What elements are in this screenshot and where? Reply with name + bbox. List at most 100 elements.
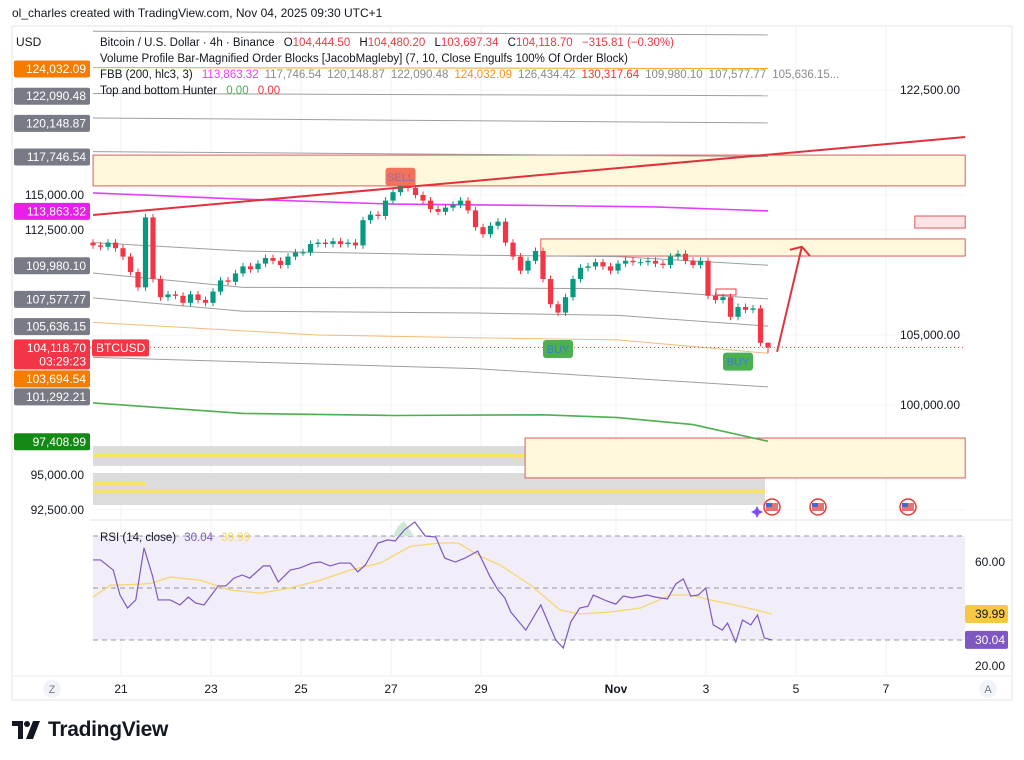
- price-badge-bg: [14, 114, 90, 132]
- candle-body: [667, 256, 674, 265]
- signal-sell[interactable]: SELL: [385, 167, 416, 186]
- candle-up: [345, 239, 351, 248]
- candle-up: [142, 213, 149, 291]
- signal-label: SELL: [387, 172, 414, 184]
- candle-body: [90, 242, 96, 246]
- candle-up: [487, 222, 494, 238]
- candle-body: [345, 242, 351, 244]
- candle-up: [525, 257, 531, 275]
- candle-body: [367, 214, 374, 221]
- symbol-tag-label: BTCUSD: [96, 341, 146, 355]
- candle-down: [607, 262, 614, 275]
- candle-body: [645, 260, 651, 263]
- brand-name: TradingView: [48, 718, 169, 741]
- candle-up: [750, 304, 756, 314]
- sparkle-icon[interactable]: [751, 506, 763, 518]
- legend-hunter[interactable]: Top and bottom Hunter 0.00 0.00: [100, 85, 280, 97]
- price-badge-label: 103,694.54: [26, 372, 86, 386]
- candle-body: [105, 242, 111, 247]
- candle-body: [135, 272, 141, 288]
- candle-body: [217, 280, 224, 292]
- candle-body: [547, 279, 554, 305]
- price-tick-label: 112,500.00: [25, 223, 84, 237]
- small-order-block: [715, 288, 737, 296]
- order-block-mid: [540, 238, 966, 257]
- events[interactable]: [751, 498, 917, 518]
- price-tick-label: 100,000.00: [900, 398, 960, 412]
- last-price-bg: [14, 339, 90, 370]
- candle-body: [727, 297, 734, 317]
- price-badge-bg: [14, 433, 90, 451]
- candle-down: [157, 275, 164, 301]
- us-flag-event-icon[interactable]: [809, 498, 827, 516]
- candle-body: [517, 256, 524, 271]
- chart-credit: ol_charles created with TradingView.com,…: [12, 6, 383, 20]
- time-tick-label: 21: [114, 682, 128, 696]
- price-badge: 107,577.77: [14, 290, 90, 308]
- projection-arrow[interactable]: [776, 246, 803, 353]
- candle-down: [202, 296, 209, 307]
- candle-body: [682, 253, 689, 261]
- candle-body: [705, 260, 711, 296]
- fbb-lower-2-line: [92, 272, 769, 300]
- arrow-head-icon: [789, 245, 811, 257]
- auto-zoom-button[interactable]: Z: [43, 680, 61, 698]
- tradingview-logo[interactable]: TradingView: [12, 718, 168, 742]
- candle-body: [690, 260, 696, 265]
- candle-body: [630, 260, 636, 263]
- candle-body: [412, 188, 419, 195]
- trend-line[interactable]: [93, 136, 966, 217]
- candle-body: [157, 279, 164, 298]
- price-badge-bg: [14, 370, 90, 388]
- signal-buy[interactable]: BUY: [723, 352, 753, 371]
- close-value: 104,118.70: [516, 37, 573, 49]
- price-badge-label: 120,148.87: [26, 116, 86, 130]
- fbb-lower-5-line: [92, 356, 769, 388]
- price-badge-bg: [14, 388, 90, 406]
- candle-body: [660, 263, 666, 265]
- candle-up: [367, 211, 374, 224]
- candle-down: [510, 239, 516, 261]
- candle-body: [457, 200, 464, 205]
- fbb-value: 126,434.42: [518, 69, 576, 81]
- candle-down: [172, 290, 179, 300]
- candle-down: [540, 247, 546, 283]
- candle-up: [645, 257, 651, 266]
- legend-volume-profile[interactable]: Volume Profile Bar-Magnified Order Block…: [100, 53, 628, 65]
- time-tick-label: 29: [474, 682, 488, 696]
- price-badge-label: 117,746.54: [27, 150, 86, 164]
- candle-down: [660, 260, 666, 269]
- candle-body: [442, 207, 449, 212]
- candle-body: [337, 241, 344, 244]
- supply-zone-upper: [92, 154, 966, 187]
- candle-down: [472, 206, 479, 231]
- drawings[interactable]: SELL BUY BUY: [90, 136, 966, 371]
- low-label: L: [435, 37, 442, 49]
- us-flag-event-icon[interactable]: [763, 498, 781, 516]
- legend-row-symbol[interactable]: Bitcoin / U.S. Dollar · 4h · Binance O10…: [100, 37, 674, 49]
- order-block-zones: [92, 154, 966, 479]
- open-value: 104,444.50: [293, 37, 351, 49]
- candle-body: [202, 300, 209, 303]
- candle-body: [322, 242, 329, 244]
- low-value: 103,697.34: [441, 37, 499, 49]
- candle-body: [307, 244, 314, 253]
- symbol-name: Bitcoin / U.S. Dollar · 4h · Binance: [100, 37, 275, 49]
- price-badge: 113,863.32: [14, 202, 90, 220]
- chart-frame: [11, 25, 1013, 701]
- price-badge: 103,694.54: [14, 370, 90, 388]
- candle-body: [112, 242, 119, 249]
- rsi-ma-badge-label: 39.99: [975, 607, 1005, 621]
- rsi-ma-line: [92, 542, 772, 615]
- legend-fbb[interactable]: FBB (200, hlc3, 3) 113,863.32 117,746.54 1…: [100, 69, 839, 81]
- candle-up: [585, 262, 591, 272]
- candle-body: [757, 308, 764, 343]
- auto-scale-button[interactable]: A: [979, 680, 997, 698]
- signal-label: BUY: [727, 357, 750, 369]
- price-badge-label: 109,980.10: [26, 259, 86, 273]
- signal-buy[interactable]: BUY: [543, 340, 573, 358]
- rsi-legend[interactable]: RSI (14, close) 30.04 39.99: [100, 532, 250, 544]
- us-flag-event-icon[interactable]: [899, 498, 917, 516]
- fbb-value: 130,317.64: [582, 69, 640, 81]
